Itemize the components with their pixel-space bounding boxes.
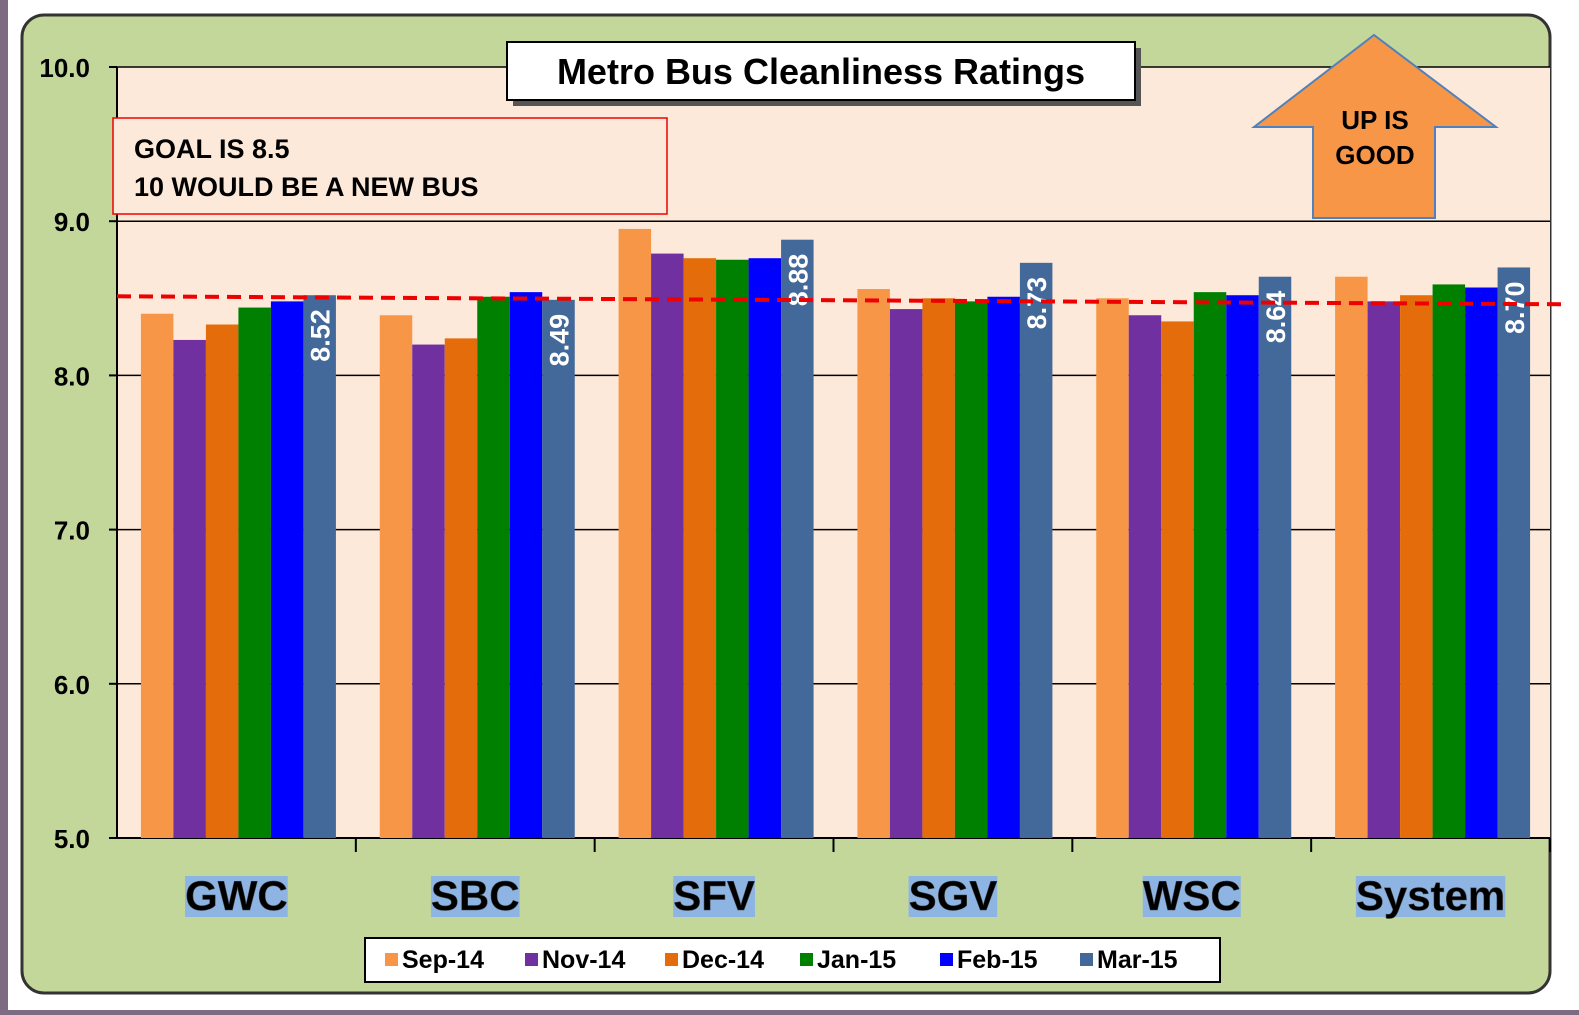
bar [477, 296, 510, 838]
legend-swatch [525, 953, 538, 966]
legend-swatch [940, 953, 953, 966]
data-label: 8.49 [545, 314, 575, 367]
bar [954, 301, 988, 838]
data-label: 8.88 [783, 254, 813, 307]
x-tick-label-bg [1355, 876, 1506, 917]
bar [412, 344, 445, 838]
bar [1400, 295, 1433, 838]
y-tick-label: 6.0 [54, 670, 90, 700]
arrow-text: UP IS [1341, 105, 1408, 135]
legend-label: Sep-14 [402, 946, 484, 974]
x-tick-label-bg [673, 876, 755, 917]
legend-swatch [1080, 953, 1093, 966]
bar [509, 292, 543, 839]
legend-label: Mar-15 [1097, 946, 1178, 974]
x-tick-label-bg [1142, 876, 1241, 917]
bar [1432, 284, 1466, 838]
bars [140, 228, 1531, 839]
bar [1367, 301, 1401, 838]
y-tick-label: 9.0 [54, 207, 90, 237]
chart-title: Metro Bus Cleanliness Ratings [557, 51, 1085, 92]
bar [651, 253, 684, 838]
legend-label: Nov-14 [542, 946, 625, 974]
x-tick-label: SBC [431, 872, 520, 919]
bar [1128, 315, 1162, 839]
y-tick-label: 7.0 [54, 516, 90, 546]
bar [1226, 295, 1259, 838]
bar [1019, 262, 1053, 839]
legend [364, 937, 1221, 983]
bar [140, 313, 174, 839]
annotation: 10 WOULD BE A NEW BUS [134, 172, 479, 202]
legend-swatch [800, 953, 813, 966]
y-tick-label: 10.0 [39, 53, 90, 83]
bar [1465, 287, 1498, 839]
title-box [506, 41, 1136, 101]
x-tick-label-bg [185, 876, 288, 917]
bar [987, 296, 1020, 838]
y-tick-label: 5.0 [54, 824, 90, 854]
bar [922, 298, 955, 838]
bar [1335, 276, 1368, 838]
y-tick-label: 8.0 [54, 361, 90, 391]
bar [205, 324, 239, 838]
data-label: 8.70 [1500, 281, 1530, 334]
legend-swatch [665, 953, 678, 966]
x-tick-label: GWC [185, 872, 288, 919]
x-tick-label: SGV [909, 872, 998, 919]
grid [109, 66, 1551, 852]
annotation: GOAL IS 8.5 [134, 134, 290, 164]
bar [1258, 276, 1292, 838]
x-tick-label-bg [430, 876, 520, 917]
bar [1161, 321, 1194, 838]
legend-swatch [385, 953, 398, 966]
bar [1096, 298, 1129, 838]
arrow-text: GOOD [1335, 140, 1414, 170]
bar [857, 289, 890, 839]
legend-label: Dec-14 [682, 946, 764, 974]
data-label: 8.64 [1261, 291, 1291, 344]
data-label: 8.52 [306, 309, 336, 362]
bar [1193, 292, 1227, 839]
bar [270, 301, 304, 838]
bar [683, 258, 717, 838]
bar [618, 228, 652, 838]
x-tick-label: SFV [673, 872, 755, 919]
bar [716, 259, 749, 838]
legend-label: Feb-15 [957, 946, 1038, 974]
bar [379, 315, 413, 839]
bar [748, 258, 782, 838]
x-tick-label: System [1356, 872, 1505, 919]
bar [173, 339, 206, 838]
bar [238, 307, 271, 838]
bar [1497, 267, 1531, 839]
bar [303, 295, 336, 838]
bar [889, 309, 923, 838]
bar [542, 299, 575, 838]
legend-label: Jan-15 [817, 946, 896, 974]
bar [781, 239, 814, 839]
bar [444, 338, 478, 838]
x-tick-label-bg [908, 876, 998, 917]
up-arrow [1251, 33, 1499, 219]
x-tick-label: WSC [1143, 872, 1241, 919]
goal-box [112, 117, 668, 215]
